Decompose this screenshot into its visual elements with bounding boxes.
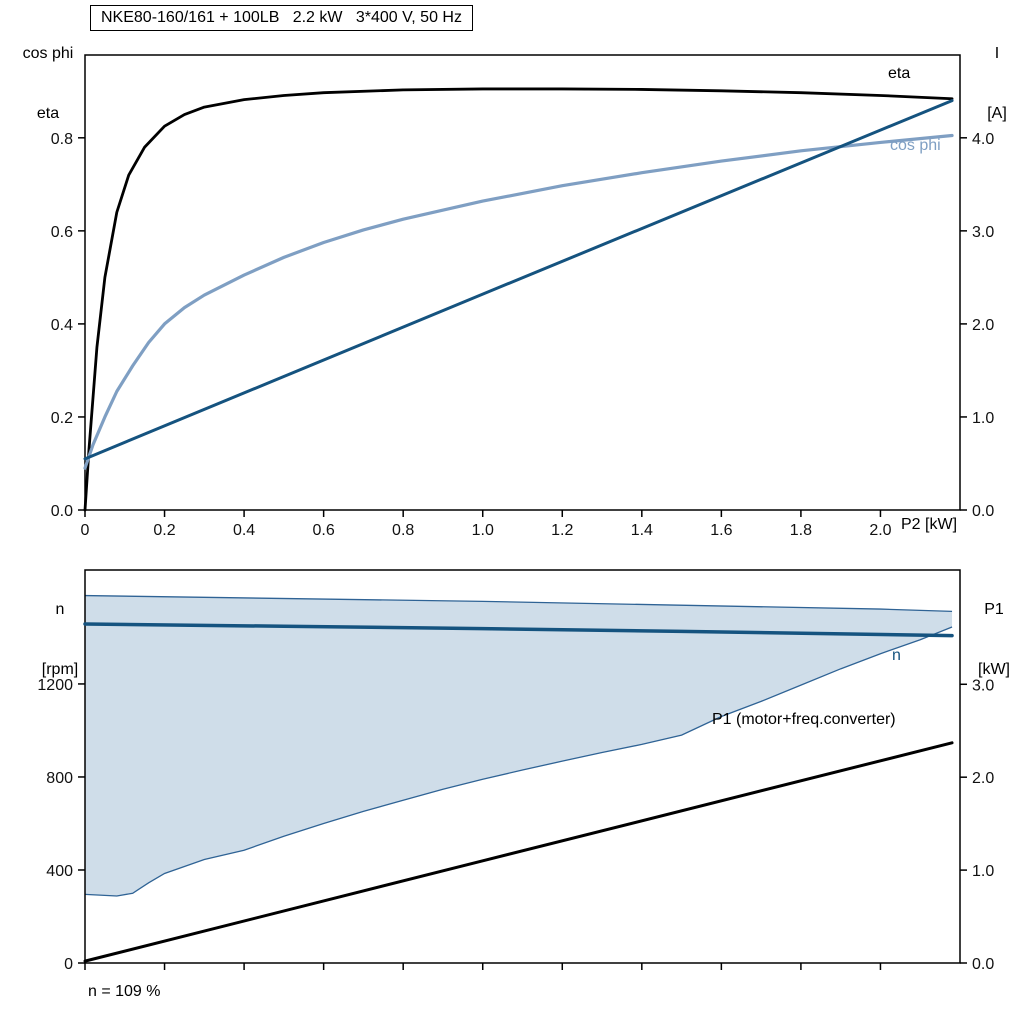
svg-text:0.0: 0.0 [972,956,994,973]
svg-text:1.0: 1.0 [472,522,494,539]
svg-text:1200: 1200 [37,677,73,694]
svg-text:2.0: 2.0 [972,317,994,334]
y-left-axis-label-line2: eta [36,105,60,122]
speed-percent-annotation: n = 109 % [88,983,161,1000]
svg-text:400: 400 [46,863,73,880]
svg-text:3.0: 3.0 [972,677,994,694]
svg-text:2.0: 2.0 [972,770,994,787]
svg-text:1.0: 1.0 [972,410,994,427]
y-right-axis-label-top-chart: I [A] [974,4,1020,164]
p1-axis-label-line1: P1 [984,601,1004,618]
svg-text:2.0: 2.0 [869,522,891,539]
speed-curve-label: n [892,647,901,664]
svg-text:1.0: 1.0 [972,863,994,880]
svg-text:0.8: 0.8 [392,522,414,539]
p1-curve-label: P1 (motor+freq.converter) [712,711,896,728]
svg-text:0.2: 0.2 [51,410,73,427]
x-axis-label: P2 [kW] [901,516,958,533]
svg-text:0.4: 0.4 [51,317,73,334]
svg-text:0: 0 [64,956,73,973]
svg-text:1.6: 1.6 [710,522,732,539]
chart-title: NKE80-160/161 + 100LB 2.2 kW 3*400 V, 50… [90,5,473,31]
svg-text:0.2: 0.2 [153,522,175,539]
y-right-axis-label-line2: [A] [987,105,1007,122]
speed-axis-label-line1: n [55,601,65,618]
y-right-axis-label-line1: I [994,45,1000,62]
svg-text:0.6: 0.6 [51,224,73,241]
svg-text:0: 0 [81,522,90,539]
svg-text:0.0: 0.0 [51,503,73,520]
svg-text:0.0: 0.0 [972,503,994,520]
svg-text:1.2: 1.2 [551,522,573,539]
p1-axis-label-line2: [kW] [978,661,1010,678]
svg-text:0.4: 0.4 [233,522,255,539]
y-right-axis-label-bottom-chart: P1 [kW] [968,560,1020,720]
svg-text:3.0: 3.0 [972,224,994,241]
svg-text:800: 800 [46,770,73,787]
svg-text:0.8: 0.8 [51,131,73,148]
svg-text:1.8: 1.8 [790,522,812,539]
eta-curve-label: eta [888,65,911,82]
y-left-axis-label-bottom-chart: n [rpm] [28,560,92,720]
y-left-axis-label-top-chart: cos phi eta [12,4,84,164]
cos-phi-curve-label: cos phi [890,137,941,154]
y-left-axis-label-line1: cos phi [22,45,74,62]
svg-text:4.0: 4.0 [972,131,994,148]
speed-axis-label-line2: [rpm] [41,661,79,678]
svg-text:1.4: 1.4 [631,522,653,539]
svg-text:0.6: 0.6 [313,522,335,539]
